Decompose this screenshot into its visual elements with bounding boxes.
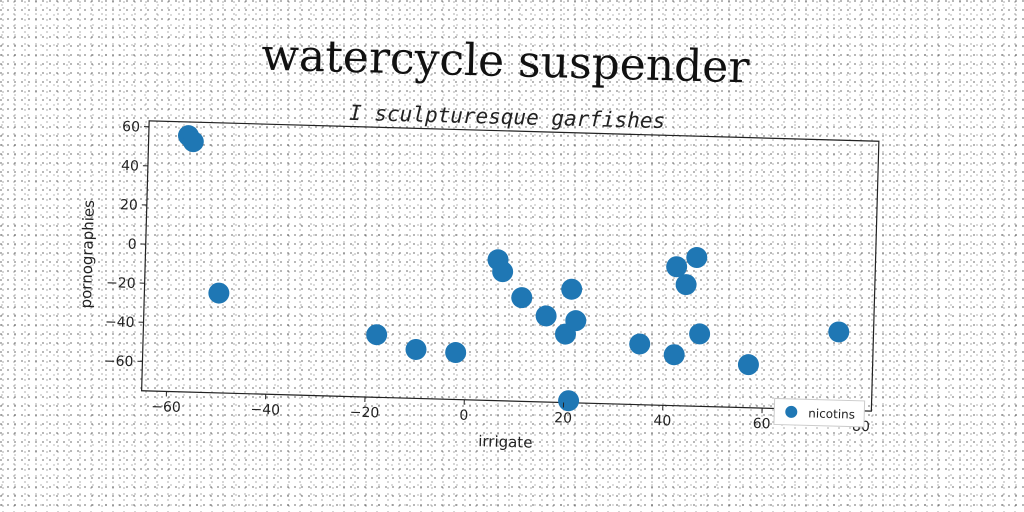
y-tick-label: 0 bbox=[128, 237, 137, 253]
data-point bbox=[535, 305, 557, 327]
y-tick-label: −40 bbox=[105, 314, 135, 331]
x-tick-label: −20 bbox=[350, 405, 380, 422]
data-point bbox=[828, 321, 850, 343]
plot-frame bbox=[141, 120, 880, 412]
data-point bbox=[366, 324, 388, 346]
data-point bbox=[208, 282, 230, 304]
x-axis-ticks: −60−40−20020406080 bbox=[151, 391, 870, 435]
y-tick-label: −60 bbox=[104, 353, 134, 370]
data-point bbox=[737, 354, 759, 376]
legend: nicotins bbox=[773, 397, 866, 428]
data-point bbox=[558, 390, 580, 412]
data-point bbox=[565, 310, 587, 332]
legend-label: nicotins bbox=[808, 406, 855, 421]
x-tick-label: −40 bbox=[250, 402, 280, 419]
y-axis-ticks: 60 40 20 0 −20 −40 −60 bbox=[104, 119, 150, 370]
y-axis-label: pornographies bbox=[77, 200, 98, 309]
legend-marker bbox=[785, 405, 798, 418]
data-point bbox=[629, 333, 651, 355]
data-point bbox=[561, 278, 583, 300]
y-tick-label: −20 bbox=[106, 275, 136, 292]
data-point bbox=[686, 247, 708, 269]
data-point bbox=[511, 287, 533, 309]
y-tick-label: 20 bbox=[120, 197, 138, 213]
data-point bbox=[492, 261, 514, 283]
x-tick-label: −60 bbox=[151, 399, 181, 416]
data-point bbox=[405, 338, 427, 360]
x-tick-label: 40 bbox=[653, 413, 671, 429]
legend-box bbox=[773, 397, 866, 428]
y-tick-label: 60 bbox=[122, 119, 140, 135]
x-tick-label: 20 bbox=[554, 410, 572, 426]
data-point bbox=[182, 131, 204, 153]
data-points bbox=[177, 125, 850, 412]
data-point bbox=[689, 323, 711, 345]
y-tick-label: 40 bbox=[121, 158, 139, 174]
x-axis-label: irrigate bbox=[478, 432, 533, 452]
data-point bbox=[675, 274, 697, 296]
data-point bbox=[666, 256, 688, 278]
x-tick-label: 60 bbox=[753, 416, 771, 432]
data-point bbox=[445, 342, 467, 364]
chart-title: watercycle suspender bbox=[261, 30, 751, 94]
data-point bbox=[663, 344, 685, 366]
x-tick-label: 0 bbox=[459, 408, 468, 424]
